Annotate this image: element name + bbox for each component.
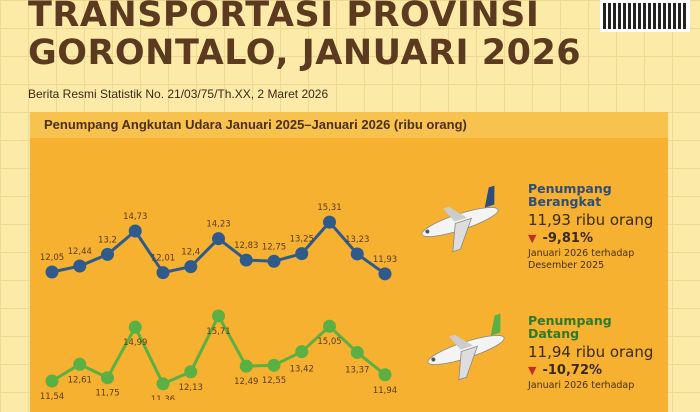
data-label: 12,13	[179, 383, 203, 393]
data-label: 12,61	[68, 375, 92, 385]
title-line-2: GORONTALO, JANUARI 2026	[28, 33, 582, 73]
series-line	[51, 219, 386, 276]
line-chart: 12,05 12,44 13,2 14,73 12,01 12,4 14,23 12,83 12…	[40, 185, 505, 400]
datang-change: -10,72%	[542, 363, 603, 378]
data-point	[295, 247, 309, 261]
berangkat-value: 11,93 ribu orang	[528, 211, 654, 229]
data-point	[101, 371, 114, 385]
airplane-icon	[427, 313, 505, 381]
data-point	[323, 319, 336, 333]
data-point	[156, 266, 170, 280]
berangkat-change: -9,81%	[542, 231, 593, 246]
data-point	[156, 377, 170, 391]
datang-label-2: Datang	[528, 326, 580, 341]
data-point	[73, 357, 87, 371]
chart-panel: Penumpang Angkutan Udara Januari 2025–Ja…	[30, 112, 668, 412]
data-label: 13,37	[345, 365, 369, 375]
data-label: 12,4	[181, 248, 200, 258]
data-label: 11,36	[151, 395, 175, 400]
data-label: 11,93	[373, 255, 397, 265]
data-label: 12,05	[40, 253, 64, 263]
data-point	[212, 232, 225, 246]
berangkat-label-2: Berangkat	[528, 194, 602, 209]
data-label: 11,94	[373, 386, 397, 396]
data-point	[295, 345, 309, 359]
triangle-down-icon: ▼	[528, 232, 537, 245]
data-label: 11,75	[95, 389, 119, 399]
page-title: TRANSPORTASI PROVINSI GORONTALO, JANUARI…	[28, 0, 581, 72]
datang-summary: Penumpang Datang 11,94 ribu orang ▼ -10,72…	[528, 314, 688, 392]
data-label: 15,05	[317, 337, 341, 347]
data-label: 12,44	[68, 247, 92, 257]
berangkat-note: Januari 2026 terhadap	[528, 248, 635, 259]
data-point	[101, 247, 114, 261]
data-label: 12,55	[262, 376, 286, 386]
data-point	[378, 368, 392, 382]
data-point	[350, 247, 364, 261]
data-point	[350, 345, 364, 359]
data-label: 13,23	[345, 235, 369, 245]
data-label: 15,71	[206, 327, 230, 337]
data-label: 13,42	[290, 365, 314, 375]
data-label: 13,2	[98, 235, 117, 245]
chart-title: Penumpang Angkutan Udara Januari 2025–Ja…	[44, 117, 467, 132]
datang-note: Januari 2026 terhadap	[528, 380, 635, 391]
data-label: 13,25	[290, 235, 314, 245]
subtitle: Berita Resmi Statistik No. 21/03/75/Th.X…	[28, 87, 329, 101]
data-point	[184, 365, 198, 379]
data-point	[128, 224, 142, 238]
berangkat-summary: Penumpang Berangkat 11,93 ribu orang ▼ -9,…	[528, 182, 688, 272]
triangle-down-icon: ▼	[528, 364, 537, 377]
data-point	[212, 309, 225, 323]
data-label: 12,75	[262, 242, 286, 252]
data-point	[267, 254, 281, 268]
datang-label: Penumpang	[528, 313, 612, 328]
data-point	[239, 359, 253, 373]
data-label: 15,31	[317, 203, 341, 213]
data-label: 14,73	[123, 212, 147, 222]
data-label: 14,23	[206, 220, 230, 230]
title-line-1: TRANSPORTASI PROVINSI	[28, 0, 540, 35]
data-point	[45, 265, 59, 279]
airplane-icon	[421, 185, 499, 253]
datang-value: 11,94 ribu orang	[528, 343, 654, 361]
data-point	[184, 260, 198, 274]
data-point	[128, 320, 142, 334]
data-label: 11,54	[40, 392, 64, 400]
data-point	[323, 215, 336, 229]
data-label: 12,83	[234, 241, 258, 251]
data-point	[378, 267, 392, 281]
berangkat-note-2: Desember 2025	[528, 260, 605, 271]
data-point	[267, 358, 281, 372]
data-point	[45, 374, 59, 388]
berangkat-label: Penumpang	[528, 181, 612, 196]
qr-code[interactable]	[600, 0, 690, 32]
data-label: 12,01	[151, 254, 175, 264]
data-label: 14,99	[123, 338, 147, 348]
data-point	[239, 253, 253, 267]
data-point	[73, 259, 87, 273]
panel-header: Penumpang Angkutan Udara Januari 2025–Ja…	[30, 112, 668, 138]
data-label: 12,49	[234, 377, 258, 387]
